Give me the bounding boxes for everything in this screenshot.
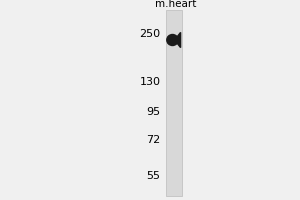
Ellipse shape [167, 34, 178, 46]
Text: 55: 55 [146, 171, 161, 181]
Text: 130: 130 [140, 77, 160, 87]
Text: 250: 250 [140, 29, 160, 39]
Bar [166, 10, 182, 196]
Text: 72: 72 [146, 135, 161, 145]
Text: 95: 95 [146, 107, 161, 117]
Polygon shape [175, 32, 181, 48]
Text: m.heart: m.heart [155, 0, 196, 9]
